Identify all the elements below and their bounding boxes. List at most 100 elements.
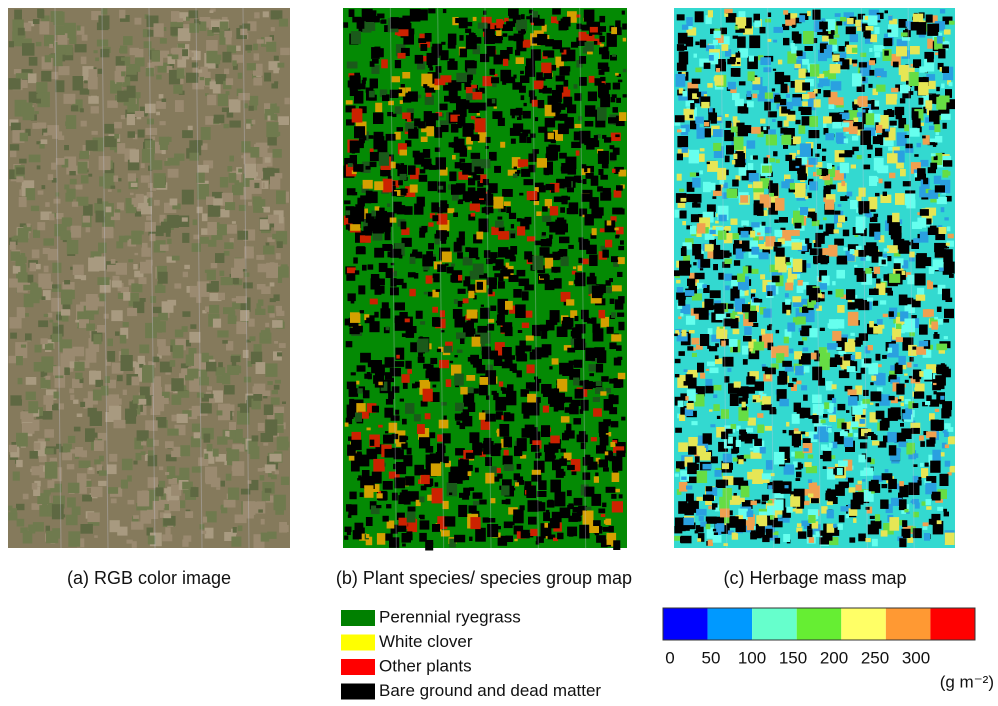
texture (843, 247, 847, 250)
texture (233, 527, 237, 533)
texture (419, 175, 428, 182)
texture (213, 319, 221, 328)
texture (238, 526, 243, 532)
texture (141, 451, 146, 455)
texture (375, 289, 382, 295)
texture (208, 240, 216, 247)
texture (786, 422, 789, 427)
texture (426, 370, 436, 378)
texture (41, 338, 48, 344)
texture (552, 252, 559, 260)
texture (420, 321, 425, 325)
texture (273, 68, 279, 74)
texture (612, 473, 620, 482)
texture (31, 466, 40, 475)
texture (219, 209, 230, 217)
texture (225, 202, 235, 210)
texture (43, 133, 47, 136)
texture (924, 533, 930, 541)
texture (558, 124, 569, 135)
texture (561, 55, 567, 62)
texture (547, 254, 553, 258)
texture (273, 149, 282, 158)
texture (768, 13, 771, 18)
texture (417, 197, 425, 207)
texture (832, 281, 835, 285)
texture (857, 112, 862, 117)
texture (71, 226, 81, 238)
texture (801, 385, 807, 390)
texture (372, 59, 379, 64)
texture (402, 72, 410, 79)
texture (468, 146, 472, 149)
texture (367, 372, 371, 376)
texture (400, 100, 403, 104)
texture (549, 448, 556, 453)
texture (834, 34, 839, 37)
texture (574, 498, 583, 506)
texture (518, 307, 524, 313)
texture (430, 543, 433, 545)
texture (940, 396, 944, 400)
texture (829, 443, 833, 448)
texture (185, 511, 193, 518)
texture (148, 455, 158, 466)
texture (786, 94, 790, 98)
texture (100, 49, 109, 57)
texture (768, 500, 773, 503)
texture (692, 79, 701, 84)
texture (188, 126, 193, 131)
texture (171, 48, 177, 53)
texture (932, 450, 941, 461)
texture (146, 216, 151, 221)
texture (615, 73, 619, 76)
texture (933, 285, 937, 288)
texture (527, 130, 530, 134)
texture (281, 477, 289, 485)
texture (481, 305, 484, 307)
texture (675, 115, 685, 122)
texture (852, 136, 858, 141)
texture (495, 259, 503, 269)
texture (870, 34, 877, 42)
texture (441, 530, 450, 536)
texture (448, 34, 457, 46)
texture (563, 317, 574, 327)
texture (201, 127, 211, 140)
texture (727, 59, 735, 64)
texture (618, 257, 625, 264)
texture (104, 314, 109, 319)
texture (699, 516, 704, 521)
texture (449, 59, 455, 67)
texture (22, 80, 28, 88)
texture (131, 183, 138, 187)
texture (85, 525, 91, 532)
texture (475, 118, 486, 132)
texture (545, 118, 555, 128)
texture (90, 411, 102, 426)
texture (350, 328, 360, 335)
texture (930, 139, 936, 143)
texture (46, 531, 58, 543)
texture (28, 73, 37, 83)
texture (432, 44, 442, 54)
texture (748, 418, 756, 426)
texture (156, 487, 164, 496)
texture (595, 381, 602, 386)
texture (710, 424, 715, 427)
texture (850, 200, 857, 209)
texture (276, 253, 281, 259)
texture (677, 136, 688, 147)
texture (917, 143, 922, 147)
texture (929, 519, 935, 525)
texture (269, 313, 275, 317)
texture (583, 472, 591, 480)
texture (472, 337, 481, 347)
texture (182, 311, 190, 317)
texture (603, 467, 609, 471)
texture (543, 512, 550, 521)
texture (16, 504, 25, 510)
texture (400, 499, 405, 503)
texture (428, 243, 434, 249)
texture (541, 425, 550, 437)
